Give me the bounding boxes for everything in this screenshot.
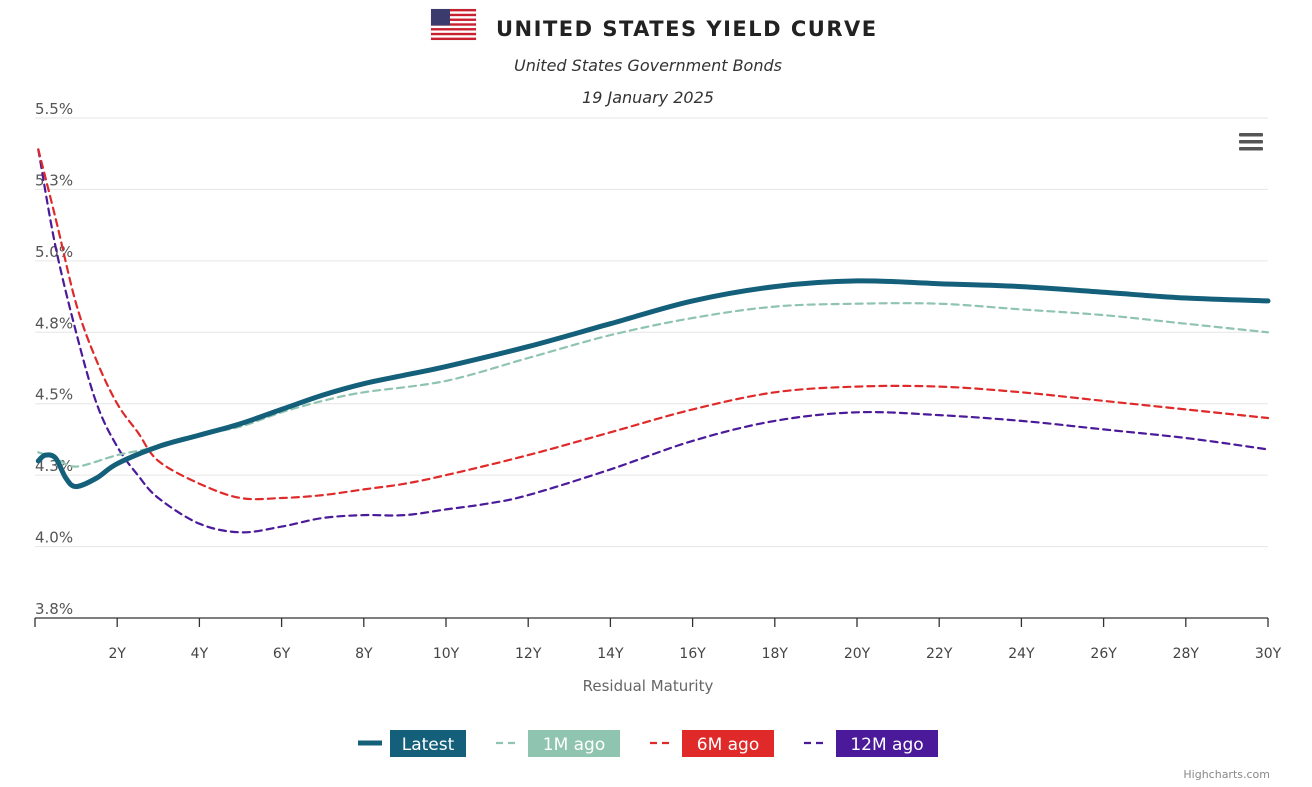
series-line-1m-ago[interactable] — [37, 302, 1270, 468]
x-tick-label: 8Y — [355, 646, 373, 662]
series-line-12m-ago[interactable] — [37, 148, 1270, 534]
legend: Latest 1M ago 6M ago 12M ago — [358, 730, 938, 757]
legend-label-bg — [682, 730, 774, 757]
series-line-latest[interactable] — [35, 278, 1271, 490]
x-tick-label: 6Y — [273, 646, 291, 662]
chart-date: 19 January 2025 — [582, 88, 714, 107]
credits-link[interactable]: Highcharts.com — [1183, 768, 1270, 781]
us-flag-icon — [430, 8, 477, 41]
y-tick-label: 4.8% — [35, 314, 73, 332]
series-lines — [35, 148, 1271, 534]
legend-label-bg — [390, 730, 466, 757]
legend-label: Latest — [402, 735, 455, 755]
y-tick-label: 4.0% — [35, 529, 73, 547]
x-tick-label: 24Y — [1008, 646, 1035, 662]
x-tick-label: 18Y — [762, 646, 789, 662]
legend-label-bg — [836, 730, 938, 757]
legend-label: 12M ago — [850, 735, 923, 755]
legend-label: 1M ago — [543, 735, 606, 755]
y-tick-label: 3.8% — [35, 600, 73, 618]
legend-item-latest[interactable]: Latest — [358, 730, 466, 757]
y-tick-label: 4.5% — [35, 386, 73, 404]
legend-label: 6M ago — [697, 735, 760, 755]
legend-item-6m-ago[interactable]: 6M ago — [650, 730, 774, 757]
series-line-6m-ago[interactable] — [37, 148, 1270, 501]
y-tick-label: 5.5% — [35, 100, 73, 118]
x-axis-label: Residual Maturity — [583, 677, 714, 695]
chart-title: UNITED STATES YIELD CURVE — [496, 17, 878, 41]
x-tick-label: 26Y — [1090, 646, 1117, 662]
x-tick-label: 4Y — [191, 646, 209, 662]
y-axis: 3.8%4.0%4.3%4.5%4.8%5.0%5.3%5.5% — [35, 100, 73, 618]
legend-item-12m-ago[interactable]: 12M ago — [804, 730, 938, 757]
gridlines — [35, 117, 1268, 548]
legend-label-bg — [528, 730, 620, 757]
x-tick-label: 10Y — [433, 646, 460, 662]
legend-item-1m-ago[interactable]: 1M ago — [496, 730, 620, 757]
y-tick-label: 5.3% — [35, 171, 73, 189]
x-tick-label: 14Y — [597, 646, 624, 662]
x-tick-label: 20Y — [844, 646, 871, 662]
y-tick-label: 5.0% — [35, 243, 73, 261]
x-tick-label: 22Y — [926, 646, 953, 662]
x-tick-label: 16Y — [679, 646, 706, 662]
x-tick-label: 2Y — [108, 646, 126, 662]
chart-subtitle: United States Government Bonds — [514, 56, 782, 75]
x-axis: 2Y 4Y 6Y 8Y 10Y 12Y 14Y 16Y 18Y 20Y 22Y 24Y 26Y 28Y 30… — [34, 617, 1282, 662]
x-tick-label: 30Y — [1255, 646, 1282, 662]
hamburger-menu-icon[interactable] — [1234, 128, 1266, 156]
x-tick-label: 28Y — [1173, 646, 1200, 662]
x-tick-label: 12Y — [515, 646, 542, 662]
